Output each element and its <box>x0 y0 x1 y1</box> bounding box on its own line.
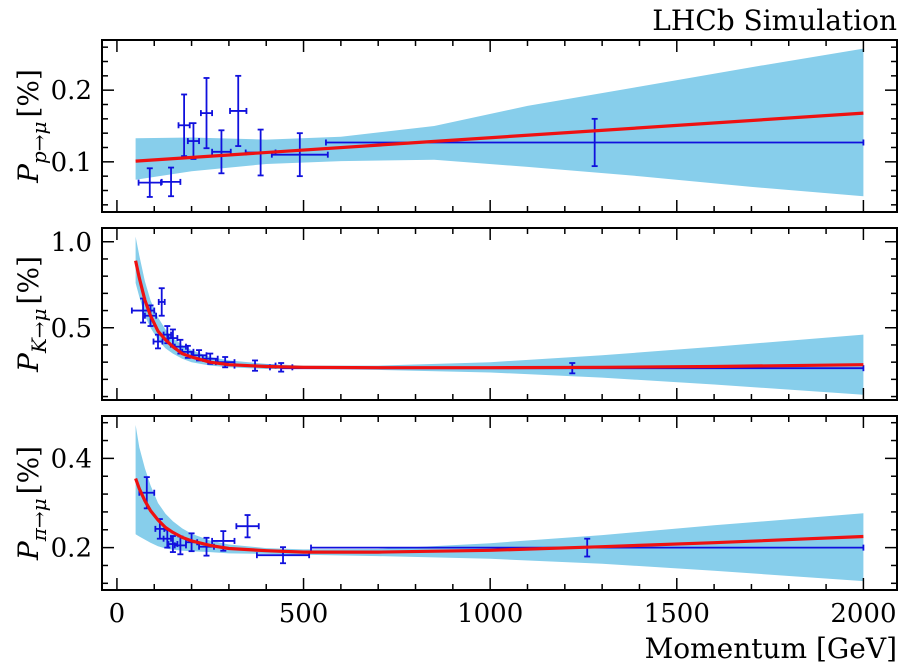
panels: 0.10.2Pp→μ[%]0.51.0PK→μ[%]0.20.40 500 1000… <box>12 39 898 629</box>
y-axis-title: Pp→μ [%] <box>12 69 51 184</box>
data-point <box>235 514 260 539</box>
data-point <box>160 166 182 198</box>
y-tick-label: 0.5 <box>51 314 92 344</box>
x-axis-title: Momentum [GeV] <box>645 632 897 663</box>
y-axis-symbol: P <box>12 352 45 373</box>
x-tick-label: 1000 <box>457 599 523 629</box>
data-point <box>211 129 232 175</box>
y-tick-label: 0.2 <box>51 76 92 106</box>
y-axis-subscript: K→μ <box>27 308 51 354</box>
y-axis-title: PK→μ [%] <box>12 256 51 373</box>
data-point <box>162 325 172 345</box>
uncertainty-band <box>135 48 864 197</box>
plot-frame <box>101 227 898 401</box>
data-point <box>157 287 166 317</box>
y-tick-label: 0.4 <box>51 444 92 474</box>
panel-pion: 0.2 0.4 0 500 1000 1500 2000 Pπ→μ [%] <box>12 415 898 629</box>
x-tick-label: 0 <box>109 599 126 629</box>
y-axis-symbol: P <box>12 540 45 561</box>
fit-curve <box>134 477 864 554</box>
data-point <box>186 122 200 160</box>
y-axis-unit: [%] <box>12 69 45 117</box>
data-point <box>190 349 208 362</box>
y-axis-title: Pπ→μ [%] <box>12 446 51 561</box>
x-tick-label: 2000 <box>830 599 896 629</box>
data-point <box>200 77 214 150</box>
panel-kaon: 0.5 1.0 PK→μ [%] <box>12 227 898 401</box>
y-axis-unit: [%] <box>12 256 45 304</box>
y-axis-subscript: π→μ <box>27 498 51 542</box>
panel-proton: 0.1 0.2 Pp→μ [%] <box>12 39 898 213</box>
x-tick-label: 1500 <box>644 599 710 629</box>
y-tick-label: 0.1 <box>51 148 92 178</box>
y-axis-unit: [%] <box>12 446 45 494</box>
x-tick-label: 500 <box>279 599 329 629</box>
data-point <box>255 546 311 565</box>
plot-frame <box>101 39 898 213</box>
plot-frame <box>101 415 898 591</box>
y-axis-subscript: p→μ <box>27 122 51 165</box>
y-tick-label: 1.0 <box>51 228 92 258</box>
data-point <box>177 93 191 158</box>
data-point <box>270 132 329 178</box>
uncertainty-band <box>135 236 864 395</box>
y-tick-label: 0.2 <box>51 534 92 564</box>
figure-header: LHCb Simulation <box>652 4 897 37</box>
fit-curve <box>135 111 864 163</box>
data-point <box>229 74 248 147</box>
fit-curve <box>134 260 864 370</box>
y-axis-symbol: P <box>12 163 45 184</box>
data-point <box>173 535 187 556</box>
uncertainty-band <box>135 424 864 582</box>
